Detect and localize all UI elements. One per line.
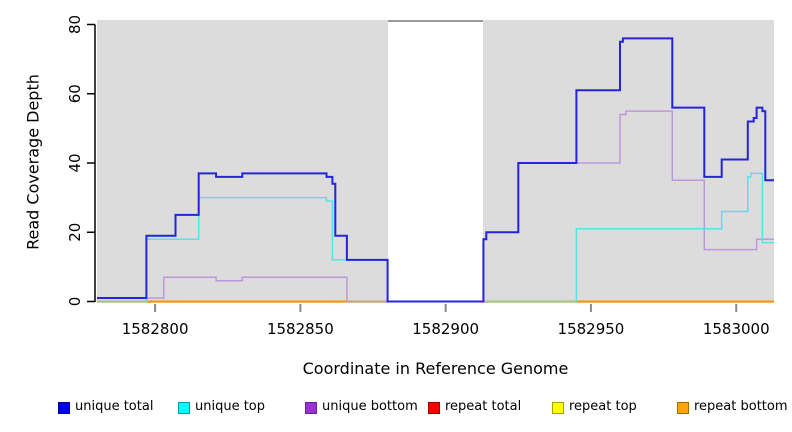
legend-label: unique top [195, 399, 266, 414]
legend-swatch-unique-top [178, 402, 190, 414]
legend-label: repeat bottom [694, 399, 788, 414]
x-tick-label: 1582800 [121, 320, 189, 338]
legend-swatch-repeat-top [552, 402, 564, 414]
x-tick-label: 1582950 [557, 320, 625, 338]
x-axis-title: Coordinate in Reference Genome [302, 359, 569, 378]
legend-swatch-unique-bottom [305, 402, 317, 414]
x-tick-label: 1582850 [266, 320, 334, 338]
legend-label: repeat top [569, 399, 637, 414]
legend-swatch-repeat-bottom [677, 402, 689, 414]
y-axis-title: Read Coverage Depth [23, 74, 43, 250]
y-tick-label: 20 [66, 223, 84, 242]
series-unique-total-line [97, 37, 774, 303]
y-tick-label: 60 [66, 84, 84, 103]
legend-label: repeat total [445, 399, 522, 414]
masked-region [387, 20, 484, 303]
legend-label: unique bottom [322, 399, 418, 414]
y-tick-label: 40 [66, 153, 84, 172]
x-tick-label: 1583000 [702, 320, 770, 338]
y-tick-label: 80 [66, 15, 84, 34]
legend-swatch-repeat-total [428, 402, 440, 414]
legend-swatch-unique-total [58, 402, 70, 414]
x-tick-label: 1582900 [412, 320, 480, 338]
y-tick-label: 0 [66, 297, 84, 307]
legend-label: unique total [75, 399, 154, 414]
